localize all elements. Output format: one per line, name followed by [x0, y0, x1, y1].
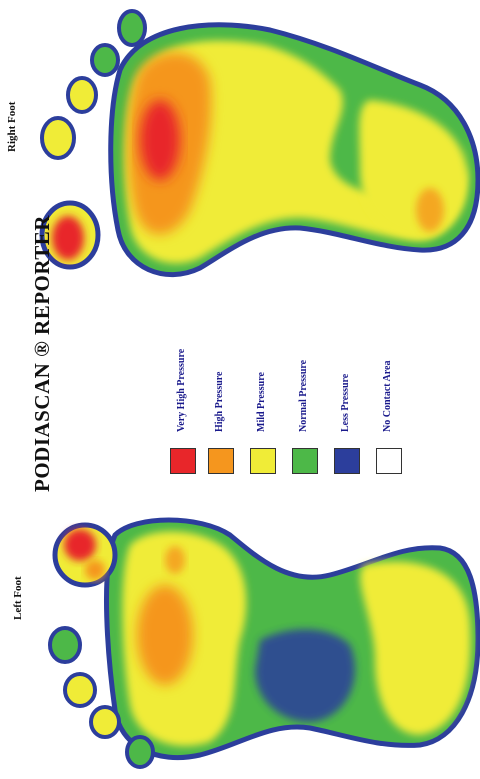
legend-swatch-mild: [250, 448, 276, 474]
left-big-toe-very-high: [64, 529, 96, 561]
legend-swatch-less: [334, 448, 360, 474]
left-forefoot-high-2: [165, 546, 185, 574]
right-foot: [39, 9, 480, 278]
legend-swatch-no-contact: [376, 448, 402, 474]
left-foot: [48, 517, 480, 769]
left-toe-5: [125, 735, 155, 769]
right-heel-high: [416, 188, 444, 232]
right-toe-5: [117, 9, 147, 47]
right-toe-2: [40, 116, 76, 160]
left-forefoot-high: [137, 585, 193, 685]
legend-label-normal: Normal Pressure: [298, 359, 309, 432]
left-arch-less: [255, 629, 356, 722]
legend-label-no-contact: No Contact Area: [382, 360, 393, 432]
legend-label-mild: Mild Pressure: [256, 372, 267, 432]
left-toe-2: [48, 626, 82, 664]
right-big-toe-very-high: [52, 216, 84, 260]
right-forefoot-very-high: [140, 100, 180, 180]
legend-swatch-normal: [292, 448, 318, 474]
left-big-toe-high: [85, 560, 105, 580]
right-toe-3: [66, 76, 98, 114]
left-toe-4: [89, 705, 121, 739]
legend-label-less: Less Pressure: [340, 373, 351, 432]
right-toe-4: [90, 43, 120, 77]
legend-swatch-high: [208, 448, 234, 474]
left-heel-mild: [360, 561, 471, 735]
left-foot-label: Left Foot: [12, 576, 24, 620]
left-toe-3: [63, 672, 97, 708]
legend-label-high: High Pressure: [214, 371, 225, 432]
right-foot-label: Right Foot: [6, 101, 18, 152]
legend-label-very-high: Very High Pressure: [176, 348, 187, 432]
report-title: PODIASCAN ® REPORTER: [30, 215, 54, 492]
legend-swatch-very-high: [170, 448, 196, 474]
